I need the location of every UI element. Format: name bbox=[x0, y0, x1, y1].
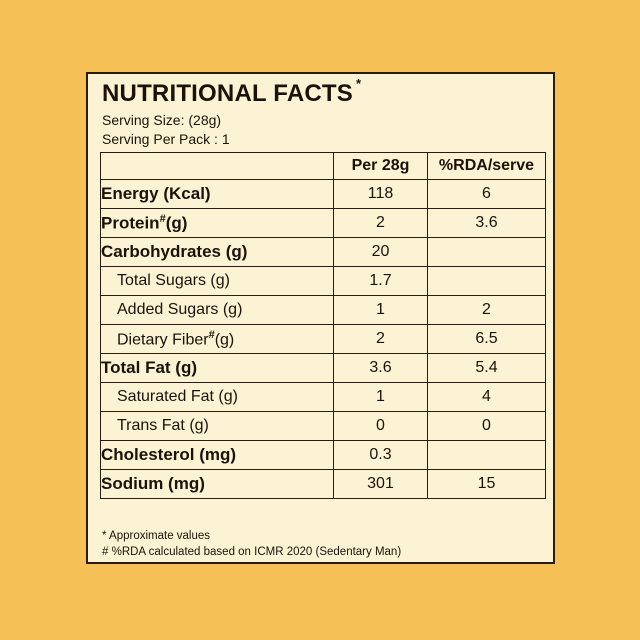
rda-value: 3.6 bbox=[427, 208, 546, 238]
header-rda: %RDA/serve bbox=[427, 152, 546, 180]
nutrient-name: Total Fat (g) bbox=[100, 353, 334, 383]
nutrient-name: Protein#(g) bbox=[100, 208, 334, 238]
nutrient-label: Total Fat (g) bbox=[101, 358, 197, 377]
table-row: Trans Fat (g) 0 0 bbox=[100, 411, 546, 441]
nutrient-label: Sodium (mg) bbox=[101, 474, 205, 493]
table-header-row: Per 28g %RDA/serve bbox=[100, 152, 546, 180]
nutrient-name: Total Sugars (g) bbox=[100, 266, 334, 296]
per-serving-value: 20 bbox=[333, 237, 428, 267]
table-row: Total Sugars (g) 1.7 bbox=[100, 266, 546, 296]
per-serving-value: 3.6 bbox=[333, 353, 428, 383]
title-text: NUTRITIONAL FACTS bbox=[102, 80, 353, 107]
table-row: Protein#(g) 2 3.6 bbox=[100, 208, 546, 238]
table-row: Energy (Kcal) 118 6 bbox=[100, 179, 546, 209]
nutrient-label: Cholesterol (mg) bbox=[101, 445, 237, 464]
nutrient-label: Dietary Fiber bbox=[117, 331, 209, 349]
nutrient-label: Energy (Kcal) bbox=[101, 184, 211, 203]
nutrient-name: Energy (Kcal) bbox=[100, 179, 334, 209]
nutrient-label: Added Sugars (g) bbox=[117, 301, 243, 318]
table-row: Saturated Fat (g) 1 4 bbox=[100, 382, 546, 412]
table-row: Dietary Fiber#(g) 2 6.5 bbox=[100, 324, 546, 354]
nutrient-name: Cholesterol (mg) bbox=[100, 440, 334, 470]
rda-value: 6.5 bbox=[427, 324, 546, 354]
rda-value: 2 bbox=[427, 295, 546, 325]
serving-size: Serving Size: (28g) bbox=[102, 112, 222, 128]
nutrient-label: Total Sugars (g) bbox=[117, 272, 230, 289]
rda-value: 5.4 bbox=[427, 353, 546, 383]
nutrient-unit: (g) bbox=[214, 331, 235, 349]
per-serving-value: 1.7 bbox=[333, 266, 428, 296]
per-serving-value: 301 bbox=[333, 469, 428, 499]
nutrient-name: Sodium (mg) bbox=[100, 469, 334, 499]
nutrition-facts-card: NUTRITIONAL FACTS * Serving Size: (28g) S… bbox=[86, 72, 555, 564]
rda-value: 6 bbox=[427, 179, 546, 209]
nutrient-name: Added Sugars (g) bbox=[100, 295, 334, 325]
footnote-approximate: * Approximate values bbox=[102, 530, 211, 542]
nutrition-table: Per 28g %RDA/serve Energy (Kcal) 118 6 Prot… bbox=[100, 152, 546, 499]
title-asterisk: * bbox=[355, 76, 362, 91]
header-nutrient bbox=[100, 152, 334, 180]
per-serving-value: 0.3 bbox=[333, 440, 428, 470]
nutrient-unit: (g) bbox=[165, 213, 188, 233]
table-row: Added Sugars (g) 1 2 bbox=[100, 295, 546, 325]
nutrient-label: Carbohydrates (g) bbox=[101, 242, 248, 261]
per-serving-value: 118 bbox=[333, 179, 428, 209]
table-row: Cholesterol (mg) 0.3 bbox=[100, 440, 546, 470]
table-row: Carbohydrates (g) 20 bbox=[100, 237, 546, 267]
nutrient-name: Saturated Fat (g) bbox=[100, 382, 334, 412]
per-serving-value: 2 bbox=[333, 208, 428, 238]
per-serving-value: 1 bbox=[333, 382, 428, 412]
serving-per-pack: Serving Per Pack : 1 bbox=[102, 131, 230, 147]
rda-value bbox=[427, 266, 546, 296]
nutrient-footnote-mark: # bbox=[159, 212, 166, 225]
nutrient-footnote-mark: # bbox=[208, 328, 215, 341]
rda-value: 0 bbox=[427, 411, 546, 441]
header-per-serving: Per 28g bbox=[333, 152, 428, 180]
rda-value bbox=[427, 440, 546, 470]
footnote-rda: # %RDA calculated based on ICMR 2020 (Se… bbox=[102, 546, 402, 558]
per-serving-value: 0 bbox=[333, 411, 428, 441]
table-row: Total Fat (g) 3.6 5.4 bbox=[100, 353, 546, 383]
rda-value bbox=[427, 237, 546, 267]
rda-value: 15 bbox=[427, 469, 546, 499]
nutrient-name: Dietary Fiber#(g) bbox=[100, 324, 334, 354]
nutrient-name: Carbohydrates (g) bbox=[100, 237, 334, 267]
per-serving-value: 2 bbox=[333, 324, 428, 354]
nutrient-name: Trans Fat (g) bbox=[100, 411, 334, 441]
nutrition-title: NUTRITIONAL FACTS * bbox=[102, 76, 361, 108]
nutrient-label: Saturated Fat (g) bbox=[117, 388, 238, 405]
nutrient-label: Trans Fat (g) bbox=[117, 417, 209, 434]
table-row: Sodium (mg) 301 15 bbox=[100, 469, 546, 499]
nutrient-label: Protein bbox=[101, 213, 160, 233]
rda-value: 4 bbox=[427, 382, 546, 412]
per-serving-value: 1 bbox=[333, 295, 428, 325]
